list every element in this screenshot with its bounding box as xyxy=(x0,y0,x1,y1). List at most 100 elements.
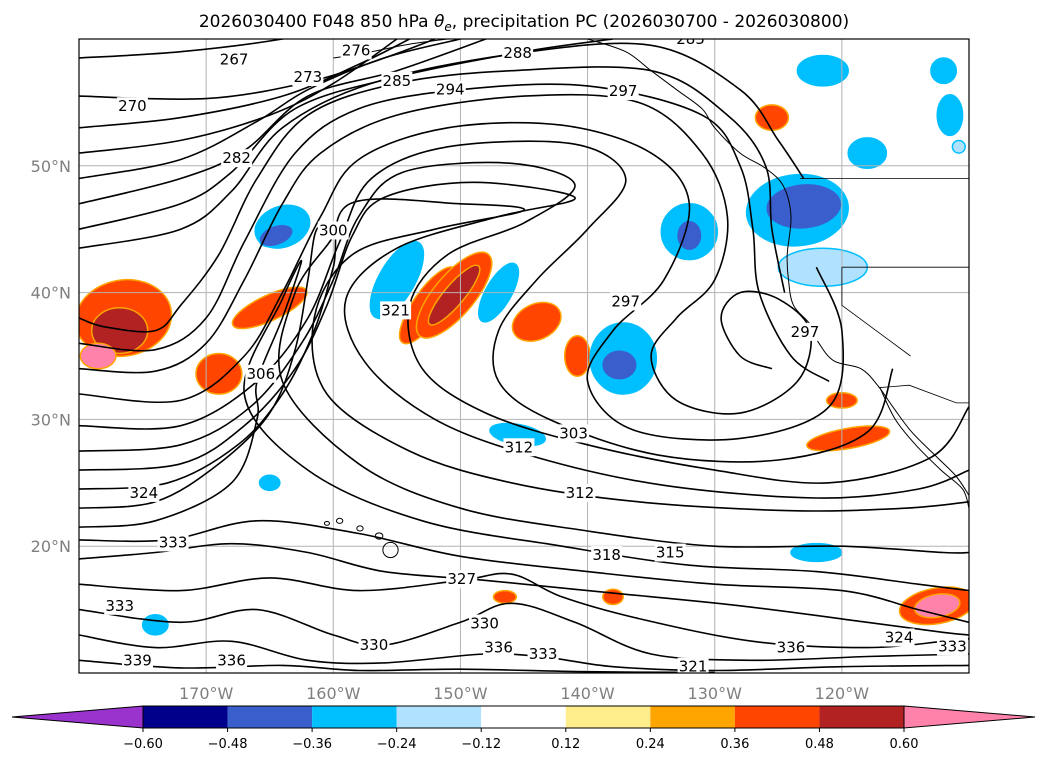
precip-region xyxy=(951,139,966,154)
contour-label: 300 xyxy=(319,221,348,239)
contour-label: 333 xyxy=(529,645,558,663)
colorbar: −0.60 −0.48 −0.36 −0.24 −0.12 0.12 0.24 0.36 0.4… xyxy=(11,705,1036,752)
chart-title: 2026030400 F048 850 hPa θe, precipitatio… xyxy=(199,12,849,34)
precip-region xyxy=(427,264,481,326)
theta-e-contour-330 xyxy=(79,602,969,662)
contour-label: 267 xyxy=(220,50,249,68)
contour-label-background xyxy=(883,628,915,647)
precip-region xyxy=(930,57,958,85)
precip-region xyxy=(847,137,888,170)
contour-label: 285 xyxy=(676,30,705,48)
colorbar-tick-label: 0.24 xyxy=(636,737,665,752)
contour-label: 330 xyxy=(360,636,389,654)
theta-e-contour-327 xyxy=(79,572,969,649)
contour-label: 294 xyxy=(436,81,465,99)
longitude-tick-label: 170°W xyxy=(179,684,234,703)
contour-label-background xyxy=(502,43,534,62)
contour-label-background xyxy=(317,221,349,240)
contour-label: 297 xyxy=(791,323,820,341)
map-panel: 267 270 273 276 282 285 285 288 294 297 297 297 300 3… xyxy=(79,30,969,676)
contour-label-layer: 267 270 273 276 282 285 285 288 294 297 297 297 300 3… xyxy=(104,30,968,676)
colorbar-segment xyxy=(819,706,904,728)
theta-e-contour-336 xyxy=(79,659,715,673)
contour-label-background xyxy=(157,533,189,552)
colorbar-segment xyxy=(312,706,397,728)
longitude-tick-label: 150°W xyxy=(433,684,488,703)
colorbar-tick-label: 0.48 xyxy=(805,737,834,752)
latitude-tick-label: 40°N xyxy=(31,284,71,303)
precip-region xyxy=(796,54,849,87)
precip-region xyxy=(806,425,891,452)
theta-e-contour-303 xyxy=(79,140,894,463)
precip-region xyxy=(195,352,243,395)
precip-region xyxy=(563,334,591,378)
precip-region xyxy=(492,589,518,604)
contour-label-background xyxy=(591,546,623,565)
longitude-tick-label: 120°W xyxy=(815,684,870,703)
colorbar-tick-label: −0.24 xyxy=(377,737,417,752)
contour-label: 321 xyxy=(381,301,410,319)
contour-label: 339 xyxy=(123,651,152,669)
theta-e-contour-306 xyxy=(79,161,969,484)
political-border xyxy=(878,384,969,404)
geo-tick-labels: 20°N 30°N 40°N 50°N 170°W 160°W 150°W 140°W 130°… xyxy=(31,157,870,703)
contour-label: 324 xyxy=(130,484,159,502)
contour-label-background xyxy=(483,638,515,657)
colorbar-tick-label: 0.60 xyxy=(890,737,919,752)
contour-label-background xyxy=(564,483,596,502)
contour-label-background xyxy=(503,438,535,457)
contour-label-background xyxy=(607,81,639,100)
contour-label: 333 xyxy=(159,533,188,551)
contour-label: 333 xyxy=(105,597,134,615)
precip-region xyxy=(79,342,117,370)
contour-label-background xyxy=(340,41,372,60)
contour-label-background xyxy=(446,570,478,589)
colorbar-segment xyxy=(481,706,566,728)
colorbar-extend-min xyxy=(11,705,144,729)
island xyxy=(335,517,344,524)
contour-label: 327 xyxy=(447,570,476,588)
contour-label-background xyxy=(104,596,136,615)
contour-label: 288 xyxy=(503,44,532,62)
theta-e-contour-279 xyxy=(79,39,461,180)
precipitation-fill-layer xyxy=(79,54,969,636)
island xyxy=(323,520,330,526)
colorbar-segment xyxy=(734,706,820,728)
precip-region xyxy=(369,240,425,320)
coastline xyxy=(879,387,969,509)
contour-label-background xyxy=(292,68,324,87)
precip-region xyxy=(754,104,790,132)
colorbar-segment xyxy=(227,706,313,728)
contour-label-background xyxy=(218,50,250,69)
contour-label-background xyxy=(245,364,277,383)
contour-label-background xyxy=(558,424,590,443)
title-suffix: , precipitation PC (2026030700 - 2026030… xyxy=(452,12,849,32)
colorbar-outline xyxy=(142,705,905,729)
theta-e-contour-300 xyxy=(79,121,845,441)
colorbar-tick-label: 0.12 xyxy=(551,737,580,752)
contour-label: 312 xyxy=(566,484,595,502)
contour-label-background xyxy=(654,543,686,562)
theta-e-contour-324 xyxy=(79,542,969,636)
theta-e-contour-321 xyxy=(79,519,969,624)
theta-e-contour-288 xyxy=(79,42,805,249)
colorbar-tick-label: −0.12 xyxy=(461,737,501,752)
precip-region xyxy=(258,223,294,248)
contour-label: 321 xyxy=(679,658,708,676)
contour-label-background xyxy=(380,301,412,320)
precip-region xyxy=(258,474,281,492)
theta-e-contour-282 xyxy=(79,39,487,205)
theta-e-contour-297 xyxy=(79,93,812,415)
title-theta-symbol: θ xyxy=(434,12,445,32)
contour-label: 324 xyxy=(885,628,914,646)
precip-region xyxy=(511,301,562,342)
colorbar-segment xyxy=(396,706,482,728)
contour-label-background xyxy=(121,651,153,670)
colorbar-tick-label: −0.36 xyxy=(292,737,332,752)
colorbar-segment xyxy=(143,706,228,728)
contour-label-background xyxy=(527,644,559,663)
contour-label: 276 xyxy=(342,41,371,59)
contour-label: 297 xyxy=(611,292,640,310)
latitude-tick-label: 30°N xyxy=(31,410,71,429)
